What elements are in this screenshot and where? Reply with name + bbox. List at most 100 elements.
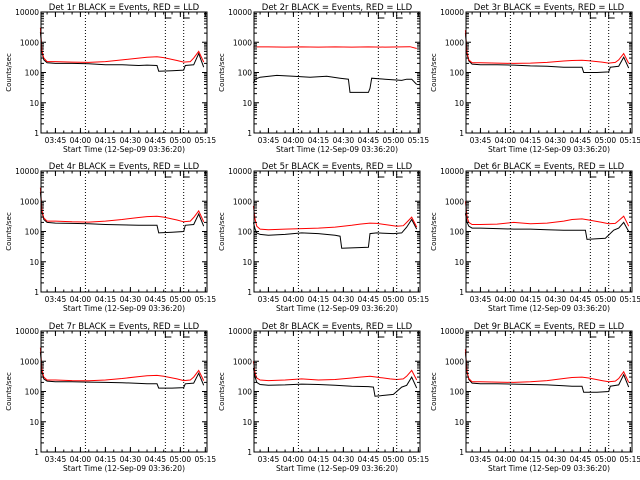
detector-panel: Det 2r BLACK = Events, RED = LLD 1 10 100 10… xyxy=(218,3,429,154)
y-tick-label: 10 xyxy=(242,258,252,267)
x-tick-label: 04:15 xyxy=(520,295,542,304)
x-tick-label: 04:00 xyxy=(70,455,92,464)
y-tick-label: 1000 xyxy=(233,197,252,206)
y-axis-label: Counts/sec xyxy=(218,372,226,411)
x-tick-label: 05:15 xyxy=(195,136,217,145)
panel-title: Det 7r BLACK = Events, RED = LLD xyxy=(49,322,200,332)
detector-panel: Det 4r BLACK = Events, RED = LLD 1 10 100 10… xyxy=(5,162,216,313)
panel-title: Det 1r BLACK = Events, RED = LLD xyxy=(49,3,200,13)
y-tick-label: 1 xyxy=(459,448,464,457)
y-tick-label: 1000 xyxy=(445,357,464,366)
y-tick-label: 1000 xyxy=(233,357,252,366)
y-tick-label: 10000 xyxy=(228,327,252,336)
x-axis-label: Start Time (12-Sep-09 03:36:20) xyxy=(488,464,610,473)
y-tick-label: 10 xyxy=(454,258,464,267)
y-tick-label: 10000 xyxy=(15,8,39,17)
x-tick-label: 04:30 xyxy=(545,455,567,464)
lld-series-line xyxy=(39,27,205,63)
marker-bracket xyxy=(377,12,385,19)
detector-panel: Det 8r BLACK = Events, RED = LLD 1 10 100 10… xyxy=(218,322,429,473)
y-tick-label: 1000 xyxy=(445,197,464,206)
x-tick-label: 04:45 xyxy=(570,455,592,464)
x-tick-label: 04:15 xyxy=(95,455,117,464)
y-tick-label: 100 xyxy=(25,69,40,78)
marker-bracket xyxy=(589,331,597,338)
y-tick-label: 1000 xyxy=(445,38,464,47)
lld-series-line xyxy=(39,187,205,223)
x-tick-label: 04:30 xyxy=(333,295,355,304)
y-tick-label: 10000 xyxy=(15,327,39,336)
y-tick-label: 10000 xyxy=(228,167,252,176)
x-tick-label: 04:30 xyxy=(333,455,355,464)
marker-bracket xyxy=(164,12,172,19)
y-tick-label: 1 xyxy=(247,288,252,297)
y-tick-label: 1000 xyxy=(20,38,39,47)
marker-bracket xyxy=(164,331,172,338)
marker-bracket xyxy=(589,171,597,178)
x-tick-label: 03:45 xyxy=(470,295,492,304)
y-tick-label: 1 xyxy=(459,288,464,297)
y-tick-label: 10 xyxy=(29,418,39,427)
x-tick-label: 04:45 xyxy=(358,136,380,145)
lld-series-line xyxy=(464,201,630,227)
detector-panel: Det 3r BLACK = Events, RED = LLD 1 10 100 10… xyxy=(430,3,640,154)
x-tick-label: 05:15 xyxy=(620,455,640,464)
x-tick-label: 04:45 xyxy=(358,455,380,464)
y-tick-label: 10000 xyxy=(440,167,464,176)
marker-bracket xyxy=(377,171,385,178)
lld-series-line xyxy=(252,205,418,231)
plot-frame xyxy=(253,11,421,134)
panel-title: Det 6r BLACK = Events, RED = LLD xyxy=(474,162,625,172)
events-series-line xyxy=(252,74,418,93)
x-tick-label: 04:00 xyxy=(495,295,517,304)
marker-bracket xyxy=(183,171,190,178)
plot-frame xyxy=(465,11,633,134)
x-tick-label: 04:00 xyxy=(283,455,305,464)
lld-series-line xyxy=(39,347,205,382)
x-tick-label: 04:45 xyxy=(358,295,380,304)
marker-bracket xyxy=(608,12,615,19)
events-series-line xyxy=(464,213,630,240)
y-axis-label: Counts/sec xyxy=(430,53,438,92)
y-axis-label: Counts/sec xyxy=(218,212,226,251)
y-tick-label: 10 xyxy=(29,99,39,108)
x-tick-label: 03:45 xyxy=(45,136,67,145)
lld-series-line xyxy=(253,46,417,49)
panel-title: Det 2r BLACK = Events, RED = LLD xyxy=(262,3,413,13)
x-axis-label: Start Time (12-Sep-09 03:36:20) xyxy=(276,145,398,154)
y-tick-label: 100 xyxy=(25,228,40,237)
x-tick-label: 05:15 xyxy=(408,295,430,304)
x-tick-label: 03:45 xyxy=(470,455,492,464)
events-series-line xyxy=(464,33,630,73)
x-tick-label: 04:45 xyxy=(145,295,167,304)
plot-frame xyxy=(40,11,208,134)
y-tick-label: 10 xyxy=(242,418,252,427)
events-series-line xyxy=(464,352,630,393)
detector-panel: Det 6r BLACK = Events, RED = LLD 1 10 100 10… xyxy=(430,162,640,313)
y-tick-label: 1000 xyxy=(20,197,39,206)
y-tick-label: 10000 xyxy=(440,327,464,336)
events-series-line xyxy=(252,218,418,249)
x-tick-label: 04:15 xyxy=(520,455,542,464)
y-tick-label: 10000 xyxy=(228,8,252,17)
x-tick-label: 03:45 xyxy=(258,295,280,304)
y-tick-label: 10 xyxy=(454,99,464,108)
x-tick-label: 05:00 xyxy=(170,295,192,304)
x-tick-label: 04:15 xyxy=(308,136,330,145)
x-tick-label: 04:30 xyxy=(120,136,142,145)
x-tick-label: 05:15 xyxy=(620,295,640,304)
x-axis-label: Start Time (12-Sep-09 03:36:20) xyxy=(63,145,185,154)
x-tick-label: 04:15 xyxy=(95,136,117,145)
y-tick-label: 10 xyxy=(242,99,252,108)
x-tick-label: 03:45 xyxy=(45,455,67,464)
marker-bracket xyxy=(183,331,190,338)
y-tick-label: 1 xyxy=(34,129,39,138)
x-tick-label: 05:00 xyxy=(595,295,617,304)
y-axis-label: Counts/sec xyxy=(430,212,438,251)
x-tick-label: 04:45 xyxy=(145,455,167,464)
x-tick-label: 05:15 xyxy=(195,295,217,304)
x-tick-label: 03:45 xyxy=(45,295,67,304)
x-tick-label: 05:15 xyxy=(408,455,430,464)
x-tick-label: 04:15 xyxy=(308,455,330,464)
x-tick-label: 04:45 xyxy=(570,295,592,304)
